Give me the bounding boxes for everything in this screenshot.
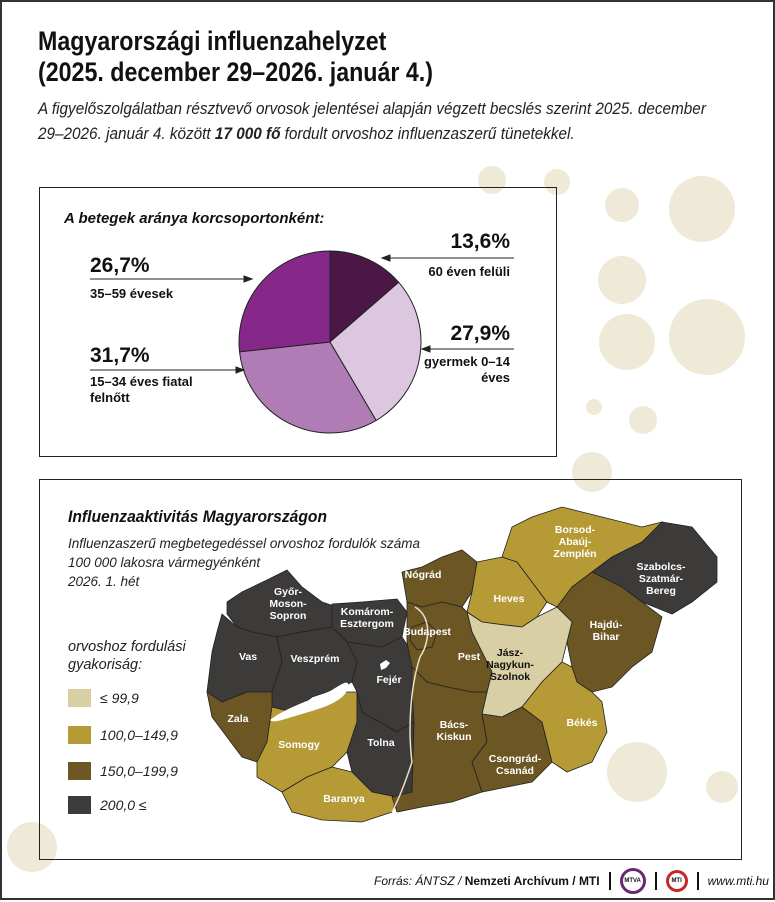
subtitle-line: Influenzaszerű megbetegedéssel orvoshoz … (68, 536, 420, 551)
slice-label-60plus: 60 éven felüli (428, 264, 510, 279)
slice-label-children: gyermek 0–14 éves (423, 354, 510, 385)
county-label: Veszprém (290, 653, 340, 665)
county-label: Vas (238, 651, 258, 663)
county-label: Nógrád (404, 569, 442, 581)
county-label: Győr- Moson- Sopron (269, 586, 307, 622)
arrow-icon (420, 345, 431, 353)
slice-value-35-59: 26,7% (90, 254, 150, 277)
mti-logo: MTI (665, 870, 688, 892)
legend-item: 200,0 ≤ (68, 796, 147, 814)
county-szabolcs-szatmár-bereg (591, 521, 718, 615)
footer: Forrás: ÁNTSZ / Nemzeti Archívum / MTI M… (374, 868, 769, 894)
county-label: Bács- Kiskun (436, 719, 472, 743)
lake-velence (380, 660, 390, 670)
county-label: Heves (493, 593, 525, 605)
mtva-logo-text: MTVA (624, 878, 641, 884)
slice-value-60plus: 13,6% (450, 230, 510, 253)
legend-label: 100,0–149,9 (100, 727, 178, 743)
arrow-icon (243, 275, 254, 283)
slice-label-15-34: 15–34 éves fiatal felnőtt (90, 374, 193, 405)
subtitle-line: 2026. 1. hét (68, 574, 140, 589)
county-label: Zala (227, 713, 249, 725)
map-subtitle: Influenzaszerű megbetegedéssel orvoshoz … (68, 534, 420, 591)
county-label: Borsod- Abaúj- Zemplén (553, 524, 597, 560)
intro-bold: 17 000 fő (214, 124, 281, 143)
subtitle-line: 100 000 lakosra vármegyénként (68, 555, 261, 570)
title-line-2: (2025. december 29–2026. január 4.) (38, 57, 433, 87)
county-label: Budapest (403, 626, 451, 638)
legend-label: 200,0 ≤ (100, 797, 147, 813)
arrow-icon (380, 254, 391, 262)
pie-slice-2 (238, 341, 377, 434)
intro-part: A figyelőszolgálatban résztvevő orvosok … (38, 99, 706, 143)
county-label: Jász- Nagykun- Szolnok (486, 647, 534, 683)
county-hajdú-bihar (556, 571, 663, 693)
pie-slice-3 (238, 250, 331, 353)
intro-text: A figyelőszolgálatban résztvevő orvosok … (38, 96, 722, 146)
map-panel (39, 479, 742, 860)
legend-swatch (68, 726, 91, 744)
legend-item: ≤ 99,9 (68, 689, 139, 707)
county-label: Tolna (367, 737, 395, 749)
slice-label-35-59: 35–59 évesek (90, 286, 174, 301)
county-label: Komárom- Esztergom (340, 606, 394, 630)
county-label: Pest (457, 651, 481, 663)
legend-swatch (68, 762, 91, 780)
legend-label: ≤ 99,9 (100, 690, 139, 706)
county-label: Somogy (278, 739, 320, 751)
arrow-icon (235, 366, 246, 374)
source: Forrás: ÁNTSZ / Nemzeti Archívum / MTI (374, 874, 600, 888)
map-title: Influenzaaktivitás Magyarországon (68, 507, 328, 526)
slice-value-15-34: 31,7% (90, 344, 150, 367)
slice-value-children: 27,9% (450, 322, 510, 345)
county-label: Csongrád- Csanád (488, 753, 542, 777)
source-bold: Nemzeti Archívum / MTI (464, 874, 600, 888)
pie-panel (39, 187, 557, 457)
page-title: Magyarországi influenzahelyzet (2025. de… (38, 26, 433, 88)
divider (654, 872, 657, 890)
source-prefix: Forrás: ÁNTSZ / (374, 874, 465, 888)
legend-swatch (68, 796, 91, 814)
title-line-1: Magyarországi influenzahelyzet (38, 26, 387, 56)
legend-item: 100,0–149,9 (68, 726, 178, 744)
lake-balaton (270, 682, 349, 722)
county-csongrád-csanád (471, 706, 553, 793)
legend-item: 150,0–199,9 (68, 762, 178, 780)
county-label: Fejér (376, 674, 402, 686)
county-label: Békés (566, 717, 598, 729)
divider (608, 872, 611, 890)
website-link[interactable]: www.mti.hu (707, 874, 769, 888)
intro-part: fordult orvoshoz influenzaszerű tünetekk… (280, 124, 575, 143)
pie-title: A betegek aránya korcsoportonként: (64, 210, 325, 227)
danube-river (391, 606, 429, 813)
pie-slice-0 (329, 250, 400, 344)
legend-title: orvoshoz fordulási gyakoriság: (68, 639, 186, 673)
mti-logo-text: MTI (671, 878, 682, 884)
mtva-logo: MTVA (619, 868, 646, 894)
divider (696, 872, 699, 890)
county-label: Szabolcs- Szatmár- Bereg (636, 561, 686, 597)
county-label: Baranya (323, 793, 365, 805)
county-békés (521, 661, 608, 773)
county-label: Hajdú- Bihar (589, 619, 623, 643)
legend-swatch (68, 689, 91, 707)
pie-slice-1 (329, 281, 422, 422)
legend-label: 150,0–199,9 (100, 763, 178, 779)
